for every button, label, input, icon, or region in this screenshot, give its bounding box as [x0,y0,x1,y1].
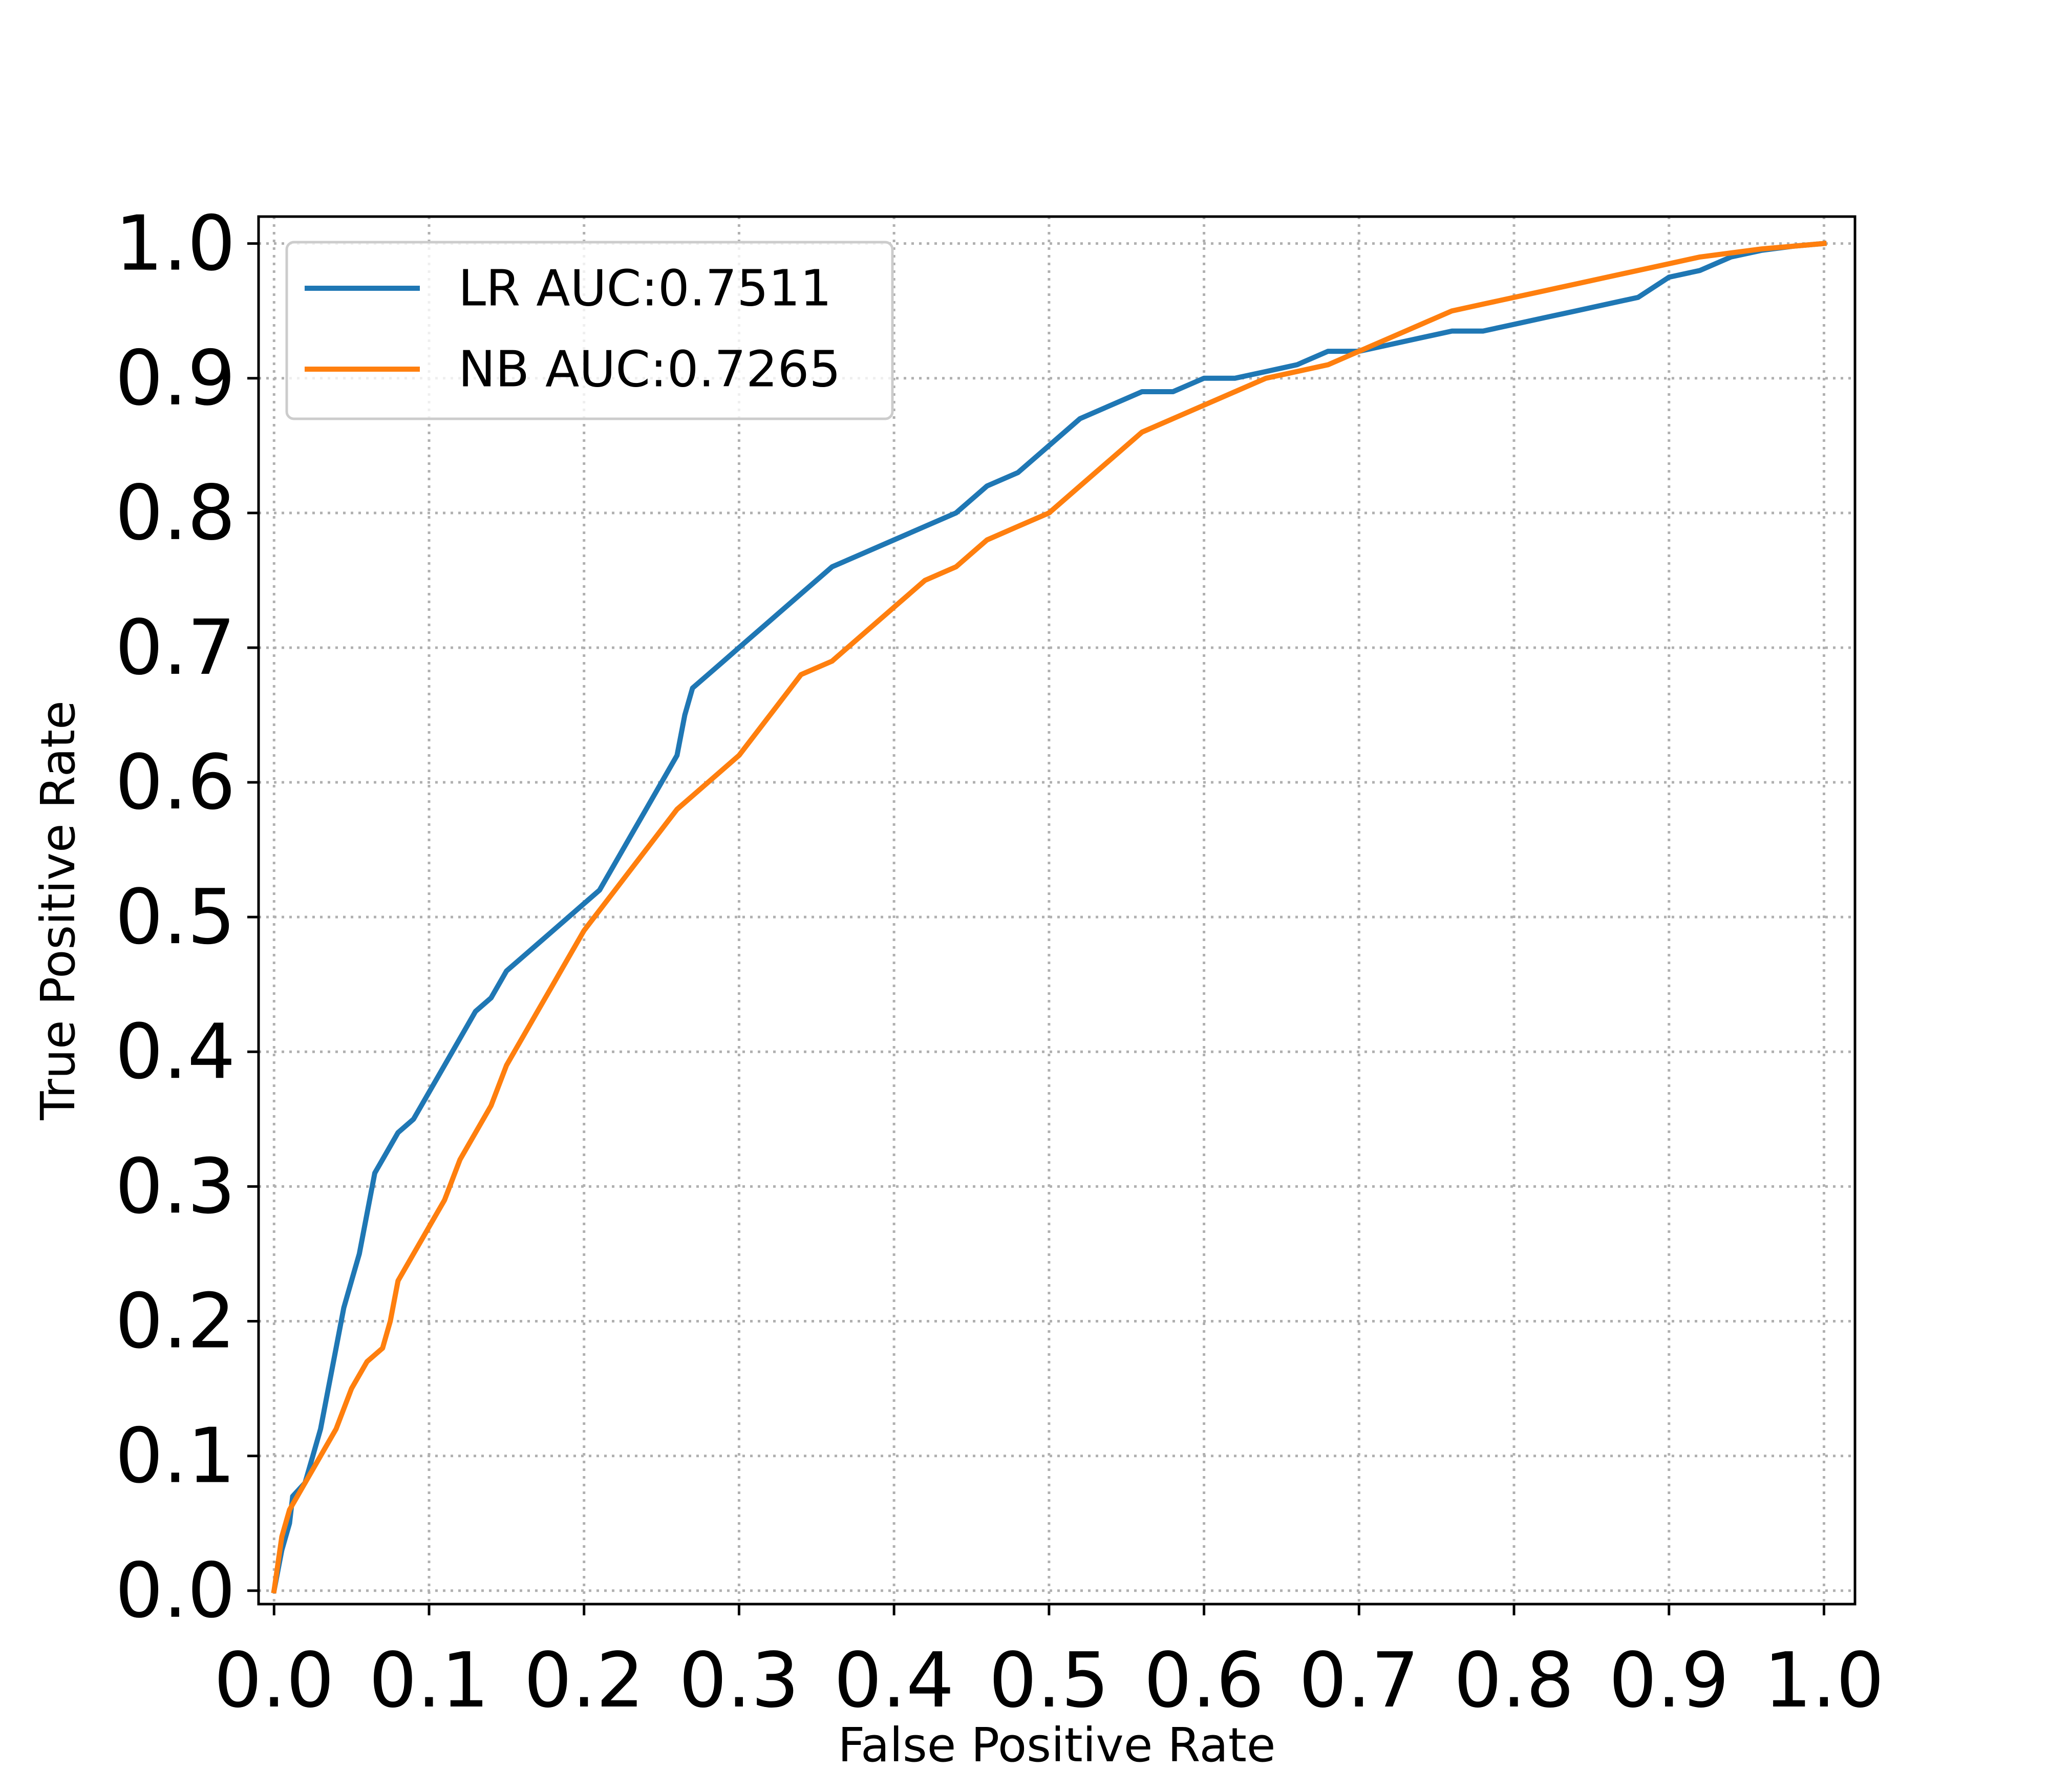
x-tick-label: 0.4 [834,1636,954,1724]
x-tick-label: 0.9 [1609,1636,1729,1724]
plot-frame [257,215,1857,1606]
y-tick-label: 0.0 [115,1547,236,1635]
x-tick-label: 0.6 [1144,1636,1264,1724]
legend-label-lr: LR AUC:0.7511 [458,260,831,317]
x-tick-label: 0.2 [524,1636,644,1724]
y-tick-label: 0.8 [115,469,236,557]
series-layer [271,241,1827,1594]
y-tick-label: 0.4 [115,1008,236,1096]
legend-box [285,241,894,420]
y-tick-label: 1.0 [115,200,236,288]
x-tick-label: 0.0 [214,1636,334,1724]
axis-ticks: 0.0 0.1 0.2 0.3 0.4 0.5 0.6 0.7 0.8 0.9 1.0 0.0 0.1 0… [115,200,1885,1724]
x-tick-label: 0.7 [1299,1636,1419,1724]
y-tick-label: 0.2 [115,1277,236,1365]
x-tick-label: 1.0 [1764,1636,1884,1724]
y-tick-label: 0.6 [115,738,236,826]
x-tick-label: 0.5 [989,1636,1109,1724]
y-tick-label: 0.9 [115,334,236,422]
legend-label-nb: NB AUC:0.7265 [458,340,841,398]
x-tick-label: 0.3 [679,1636,799,1724]
y-tick-label: 0.5 [115,873,236,961]
y-tick-label: 0.1 [115,1412,236,1500]
y-tick-label: 0.7 [115,604,236,692]
x-axis-title: False Positive Rate [838,1718,1275,1773]
x-tick-label: 0.8 [1454,1636,1574,1724]
y-tick-label: 0.3 [115,1142,236,1230]
series-line-lr [271,241,1827,1594]
legend: LR AUC:0.7511 NB AUC:0.7265 [285,241,894,420]
series-line-nb [271,241,1827,1594]
x-tick-label: 0.1 [369,1636,489,1724]
y-axis-title: True Positive Rate [31,700,86,1121]
grid [259,217,1855,1604]
